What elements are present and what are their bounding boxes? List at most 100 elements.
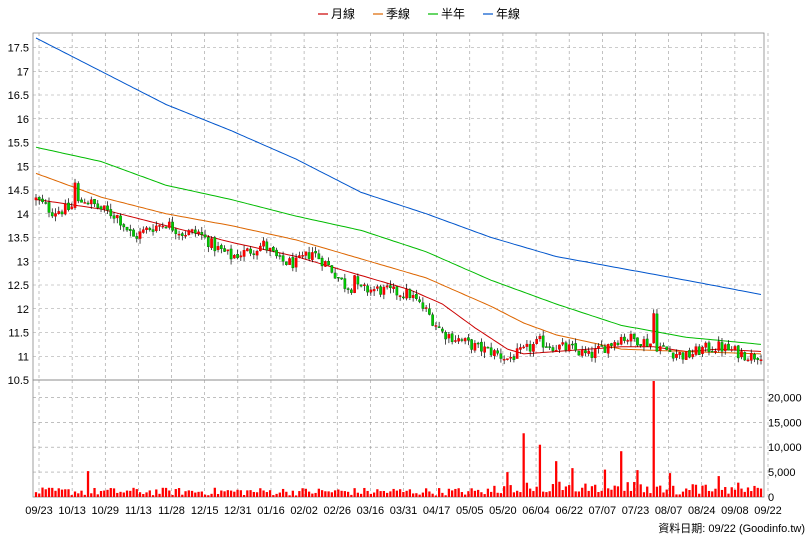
candle-body-170 <box>587 350 591 354</box>
legend-label-2: 半年 <box>441 7 465 21</box>
volume-bar-95 <box>343 491 346 497</box>
volume-bar-175 <box>603 469 607 497</box>
volume-bar-195 <box>668 473 672 497</box>
candle-body-208 <box>710 351 714 353</box>
volume-bar-72 <box>268 490 272 497</box>
volume-bar-18 <box>93 487 96 497</box>
volume-bar-219 <box>746 487 750 497</box>
candle-body-77 <box>284 261 288 265</box>
volume-bar-121 <box>428 491 431 497</box>
candle-body-57 <box>219 245 223 249</box>
candle-body-190 <box>652 313 656 344</box>
price-tick-label-12: 16.5 <box>8 90 29 102</box>
volume-bar-33 <box>142 494 145 497</box>
volume-bar-90 <box>327 491 330 497</box>
candle-body-78 <box>288 258 291 265</box>
volume-bar-114 <box>405 490 408 497</box>
candle-body-68 <box>255 250 259 256</box>
volume-bar-85 <box>311 493 314 497</box>
candle-body-171 <box>590 351 594 358</box>
volume-bar-207 <box>707 490 711 497</box>
candle-body-94 <box>340 277 343 280</box>
candle-body-150 <box>522 346 526 349</box>
volume-bar-67 <box>252 491 255 497</box>
volume-bar-65 <box>246 490 249 497</box>
volume-bar-91 <box>330 492 333 497</box>
price-tick-label-9: 15 <box>17 161 29 173</box>
volume-bar-158 <box>548 491 551 497</box>
candle-body-108 <box>385 285 389 288</box>
volume-bar-69 <box>259 488 262 497</box>
candle-body-123 <box>434 325 438 327</box>
volume-bar-73 <box>272 495 275 497</box>
price-tick-label-8: 14.5 <box>8 185 29 197</box>
candle-body-188 <box>645 338 649 347</box>
candle-body-141 <box>493 350 496 356</box>
candle-body-65 <box>245 248 249 252</box>
volume-frame <box>32 379 765 498</box>
candle-body-37 <box>154 225 158 232</box>
volume-bar-124 <box>438 488 441 497</box>
candle-body-43 <box>174 229 178 234</box>
candle-body-15 <box>83 202 87 204</box>
volume-bar-23 <box>109 488 112 497</box>
legend-label-1: 季線 <box>386 6 410 21</box>
candle-body-29 <box>128 229 132 231</box>
volume-bar-27 <box>122 492 125 497</box>
x-tick-label-1: 10/13 <box>58 505 86 517</box>
volume-bar-102 <box>366 490 369 497</box>
candle-body-158 <box>548 346 552 348</box>
candle-body-178 <box>613 342 617 347</box>
candle-body-144 <box>502 359 506 361</box>
volume-bar-107 <box>382 490 386 497</box>
volume-bar-17 <box>90 493 93 497</box>
volume-bar-12 <box>73 491 77 497</box>
candle-body-122 <box>431 314 434 326</box>
candle-body-51 <box>200 232 204 235</box>
candle-body-24 <box>112 215 116 219</box>
volume-bar-3 <box>44 489 47 497</box>
volume-bar-203 <box>694 484 698 497</box>
candle-body-216 <box>736 345 740 359</box>
candle-body-110 <box>392 286 395 289</box>
volume-bar-88 <box>320 490 324 497</box>
x-tick-label-19: 08/07 <box>655 505 683 517</box>
volume-bar-189 <box>649 493 652 497</box>
volume-bar-39 <box>161 487 164 497</box>
candle-body-173 <box>597 345 600 349</box>
candle-body-98 <box>353 275 356 294</box>
volume-bar-94 <box>340 490 343 497</box>
volume-bar-138 <box>483 494 486 497</box>
volume-bar-16 <box>86 471 90 497</box>
candle-body-113 <box>402 296 405 299</box>
volume-bar-142 <box>496 492 499 497</box>
candle-body-69 <box>258 245 262 252</box>
candle-body-125 <box>441 328 444 332</box>
volume-bar-128 <box>451 490 454 497</box>
volume-bar-50 <box>197 491 200 497</box>
volume-bar-163 <box>564 486 568 497</box>
volume-bar-2 <box>41 487 44 497</box>
x-tick-label-22: 09/22 <box>754 505 782 517</box>
candle-body-177 <box>610 343 613 346</box>
moving-average-lines <box>35 37 762 355</box>
candle-body-116 <box>411 295 415 299</box>
candle-body-203 <box>694 346 698 355</box>
volume-bar-31 <box>135 489 138 497</box>
candle-body-11 <box>70 206 74 210</box>
volume-bar-166 <box>574 491 577 497</box>
volume-bar-206 <box>704 484 707 497</box>
candle-body-132 <box>463 338 467 342</box>
candle-body-219 <box>746 359 750 362</box>
volume-bar-112 <box>398 489 402 497</box>
volume-bar-221 <box>753 485 756 497</box>
candle-body-50 <box>197 231 200 234</box>
candle-body-161 <box>558 344 561 350</box>
candle-body-14 <box>80 199 83 203</box>
volume-bar-127 <box>447 488 451 497</box>
volume-bar-223 <box>759 488 763 497</box>
candle-body-207 <box>707 342 711 352</box>
candle-body-146 <box>509 357 513 359</box>
source-note: 資料日期: 09/22 (Goodinfo.tw) <box>658 521 805 535</box>
volume-bar-209 <box>714 488 717 497</box>
